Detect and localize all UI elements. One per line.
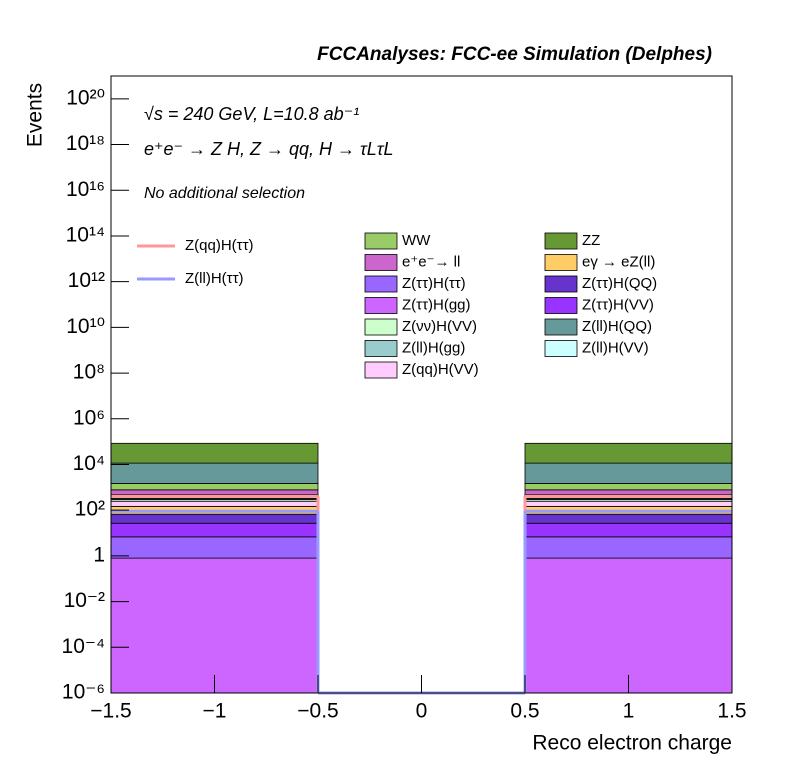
legend-label: eγ → eZ(ll) [582,253,655,270]
histogram-segment [110,489,319,496]
y-tick-label: 10⁻² [64,589,105,612]
legend-swatch [364,275,398,293]
y-axis-label: Events [24,83,47,147]
y-tick-label: 1 [93,543,105,566]
legend-label: Z(qq)H(ττ) [185,237,254,254]
annotation: √s = 240 GeV, L=10.8 ab⁻¹ [144,104,359,124]
y-tick-label: 10⁻⁶ [62,681,105,704]
y-tick-label: 10⁴ [73,452,105,475]
legend-swatch [364,340,398,357]
histogram-segment [110,557,319,694]
annotation: e⁺e⁻ → Z H, Z → qq, H → τLτL [144,139,394,159]
legend-label: Z(ll)H(ττ) [185,270,244,287]
histogram-segment [110,483,319,491]
y-tick-label: 10¹⁴ [66,224,105,247]
y-tick-label: 10¹⁰ [66,315,105,338]
histogram-segment [110,500,319,507]
legend-label: Z(ll)H(gg) [402,339,465,356]
histogram-segment [110,522,319,538]
legend-label: WW [402,232,431,249]
legend-label: Z(ττ)H(gg) [402,296,471,313]
y-tick-label: 10¹⁸ [66,132,105,155]
legend-swatch [364,318,398,336]
y-tick-label: 10⁶ [73,406,105,429]
x-tick-label: 1 [623,700,635,723]
histogram-segment [524,500,733,507]
legend-label: Z(ττ)H(VV) [582,296,654,313]
legend-swatch [544,297,578,314]
y-tick-label: 10¹² [68,269,105,292]
legend-swatch [544,275,578,293]
histogram-segment [524,489,733,496]
legend-swatch [364,297,398,314]
annotation: No additional selection [144,185,305,202]
legend-label: Z(ll)H(VV) [582,339,649,356]
legend-swatch [544,318,578,336]
y-tick-label: 10²⁰ [66,86,105,109]
x-tick-label: 1.5 [717,700,746,723]
x-axis-label: Reco electron charge [532,732,732,755]
y-tick-label: 10⁻⁴ [62,635,105,658]
x-tick-label: −0.5 [297,700,338,723]
histogram-segment [524,513,733,524]
legend-label: Z(ττ)H(ττ) [402,275,466,292]
histogram-segment [110,462,319,484]
legend-swatch [544,340,578,357]
y-tick-label: 10² [75,498,105,521]
histogram-segment [524,522,733,538]
legend-label: e⁺e⁻→ ll [402,253,460,270]
y-tick-label: 10⁸ [73,361,105,384]
histogram-segment [524,483,733,491]
histogram-segment [110,536,319,559]
legend-swatch [544,232,578,250]
x-tick-label: −1.5 [90,700,131,723]
legend-swatch [364,254,398,271]
histogram-segment [524,557,733,694]
legend-label: ZZ [582,232,600,249]
histogram-segment [524,442,733,464]
legend-swatch [364,361,398,379]
legend-swatch [544,254,578,271]
y-tick-label: 10¹⁶ [66,178,105,201]
chart-title: FCCAnalyses: FCC-ee Simulation (Delphes) [317,44,712,65]
histogram-segment [524,536,733,559]
legend-label: Z(ll)H(QQ) [582,318,652,335]
legend-swatch [364,232,398,250]
x-tick-label: 0 [416,700,428,723]
histogram-segment [524,462,733,484]
x-tick-label: −1 [203,700,227,723]
legend-label: Z(qq)H(VV) [402,361,479,378]
histogram-segment [110,513,319,524]
legend-label: Z(ττ)H(QQ) [582,275,657,292]
legend-label: Z(νν)H(VV) [402,318,477,335]
x-tick-label: 0.5 [510,700,539,723]
histogram-segment [110,442,319,464]
